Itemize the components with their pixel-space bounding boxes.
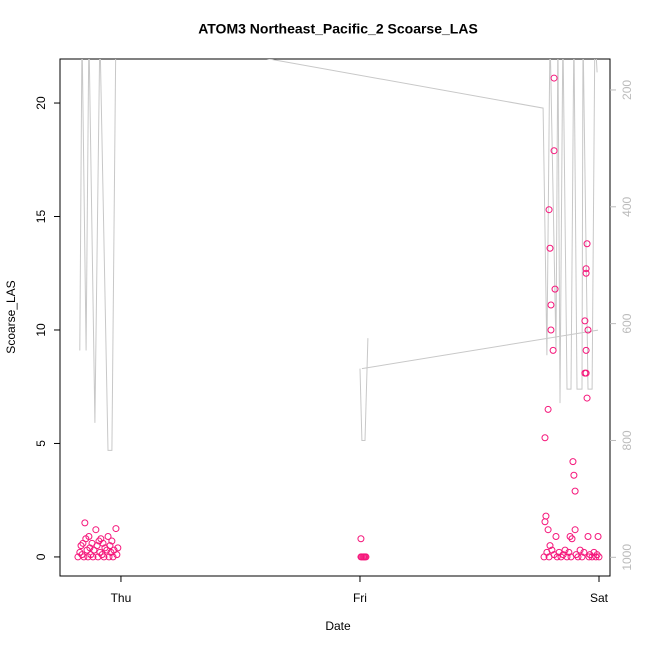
chart-title: ATOM3 Northeast_Pacific_2 Scoarse_LAS — [198, 21, 478, 37]
point — [112, 525, 120, 533]
point — [81, 519, 89, 527]
point — [544, 405, 552, 413]
point — [547, 326, 555, 334]
point — [583, 240, 591, 248]
plot-box — [59, 58, 611, 577]
y2-tick-label: 800 — [620, 430, 634, 450]
point — [78, 551, 86, 559]
point — [580, 548, 588, 556]
y-axis-label: Scoarse_LAS — [4, 280, 18, 353]
y-tick-label: 15 — [34, 210, 48, 224]
point — [555, 548, 563, 556]
point — [544, 526, 552, 534]
point — [570, 471, 578, 479]
point — [92, 526, 100, 534]
point — [113, 551, 121, 559]
point — [545, 206, 553, 214]
x-tick-label: Fri — [353, 591, 367, 605]
point — [546, 244, 554, 252]
point — [108, 537, 116, 545]
point — [546, 542, 554, 550]
point — [114, 544, 122, 552]
point — [552, 533, 560, 541]
y-tick-label: 0 — [34, 553, 48, 560]
plot-layer — [74, 59, 603, 561]
point — [98, 551, 106, 559]
point — [109, 553, 117, 561]
point — [550, 74, 558, 82]
point — [566, 533, 574, 541]
point — [576, 546, 584, 554]
point — [569, 458, 577, 466]
pressure-line — [79, 59, 599, 451]
point — [89, 553, 97, 561]
x-axis-label: Date — [325, 619, 351, 633]
point — [105, 553, 113, 561]
point — [95, 537, 103, 545]
point — [584, 326, 592, 334]
point — [582, 346, 590, 354]
x-tick-label: Sat — [590, 591, 609, 605]
point — [77, 542, 85, 550]
y2-tick-label: 400 — [620, 196, 634, 216]
point — [563, 553, 571, 561]
point — [76, 548, 84, 556]
point — [595, 553, 603, 561]
point — [541, 518, 549, 526]
point — [549, 346, 557, 354]
point — [550, 147, 558, 155]
point — [586, 551, 594, 559]
point — [578, 553, 586, 561]
point — [582, 265, 590, 273]
point — [362, 553, 370, 561]
point — [100, 553, 108, 561]
point — [80, 553, 88, 561]
point — [574, 553, 582, 561]
point — [541, 434, 549, 442]
x-tick-label: Thu — [111, 591, 132, 605]
point — [553, 553, 561, 561]
point — [357, 535, 365, 543]
y-tick-label: 5 — [34, 440, 48, 447]
y2-tick-label: 200 — [620, 80, 634, 100]
point — [571, 526, 579, 534]
point — [551, 285, 559, 293]
point — [568, 535, 576, 543]
point — [85, 533, 93, 541]
point — [571, 487, 579, 495]
point — [594, 533, 602, 541]
point — [547, 301, 555, 309]
y2-tick-label: 1000 — [620, 544, 634, 571]
point — [583, 394, 591, 402]
point — [96, 548, 104, 556]
point — [582, 369, 590, 377]
point — [572, 551, 580, 559]
point — [104, 533, 112, 541]
point — [561, 546, 569, 554]
point — [106, 542, 114, 550]
point — [582, 269, 590, 277]
y2-tick-label: 600 — [620, 313, 634, 333]
point — [93, 542, 101, 550]
point — [581, 317, 589, 325]
point — [593, 551, 601, 559]
y-tick-label: 20 — [34, 96, 48, 110]
point — [584, 533, 592, 541]
point — [99, 539, 107, 547]
point — [559, 551, 567, 559]
y-tick-label: 10 — [34, 323, 48, 337]
